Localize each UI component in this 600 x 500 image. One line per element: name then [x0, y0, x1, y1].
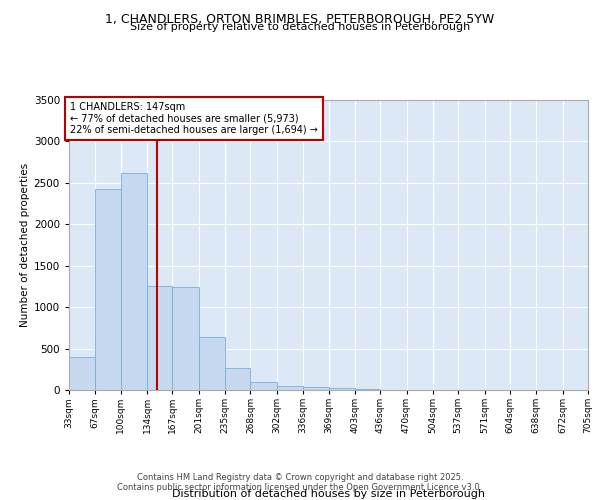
Text: Contains HM Land Registry data © Crown copyright and database right 2025.: Contains HM Land Registry data © Crown c… [137, 472, 463, 482]
Bar [250, 382, 277, 390]
X-axis label: Distribution of detached houses by size in Peterborough: Distribution of detached houses by size … [172, 489, 485, 499]
Bar [225, 368, 250, 390]
Bar [121, 173, 147, 390]
Text: 1, CHANDLERS, ORTON BRIMBLES, PETERBOROUGH, PE2 5YW: 1, CHANDLERS, ORTON BRIMBLES, PETERBOROU… [106, 12, 494, 26]
Bar [355, 389, 380, 390]
Text: Size of property relative to detached houses in Peterborough: Size of property relative to detached ho… [130, 22, 470, 32]
Bar [303, 386, 329, 390]
Bar [329, 388, 355, 390]
Text: Contains public sector information licensed under the Open Government Licence v3: Contains public sector information licen… [118, 482, 482, 492]
Y-axis label: Number of detached properties: Number of detached properties [20, 163, 29, 327]
Bar [69, 357, 95, 390]
Bar [172, 288, 199, 390]
Bar [147, 286, 172, 390]
Bar [95, 190, 121, 390]
Text: 1 CHANDLERS: 147sqm
← 77% of detached houses are smaller (5,973)
22% of semi-det: 1 CHANDLERS: 147sqm ← 77% of detached ho… [70, 102, 317, 135]
Bar [277, 386, 303, 390]
Bar [199, 337, 225, 390]
